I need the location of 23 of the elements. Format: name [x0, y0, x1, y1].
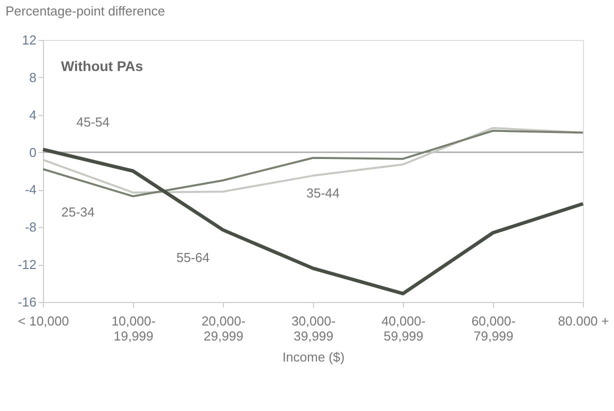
y-tick-label: 8	[29, 70, 36, 85]
y-tick-label: 12	[22, 32, 36, 48]
y-tick-label: -12	[18, 257, 36, 272]
x-tick-label: 60,000-79,999	[471, 314, 516, 344]
x-tick-label: 10,000-19,999	[111, 314, 156, 344]
x-axis-title: Income ($)	[282, 350, 345, 364]
x-tick-label: 20,000-29,999	[201, 314, 246, 344]
y-tick-label: -4	[24, 182, 36, 198]
series-label: 35-44	[306, 186, 340, 201]
text: Without PAs	[61, 58, 144, 74]
x-tick-label: 30,000-39,999	[291, 314, 336, 344]
x-tick-label: 80.000 +	[558, 314, 609, 328]
series-label: 55-64	[176, 250, 210, 265]
x-tick-label: 40,000-59,999	[381, 314, 426, 344]
y-axis-title: Percentage-point difference	[6, 4, 165, 18]
y-tick-label: -16	[18, 294, 36, 310]
series-label: 25-34	[61, 204, 95, 220]
y-tick-label: 0	[29, 144, 36, 160]
series-label: 45-54	[76, 114, 110, 130]
y-tick-label: -8	[24, 220, 36, 235]
y-tick-label: 4	[29, 107, 36, 122]
line-series	[41, 148, 585, 296]
x-tick-label: < 10,000	[18, 314, 69, 328]
